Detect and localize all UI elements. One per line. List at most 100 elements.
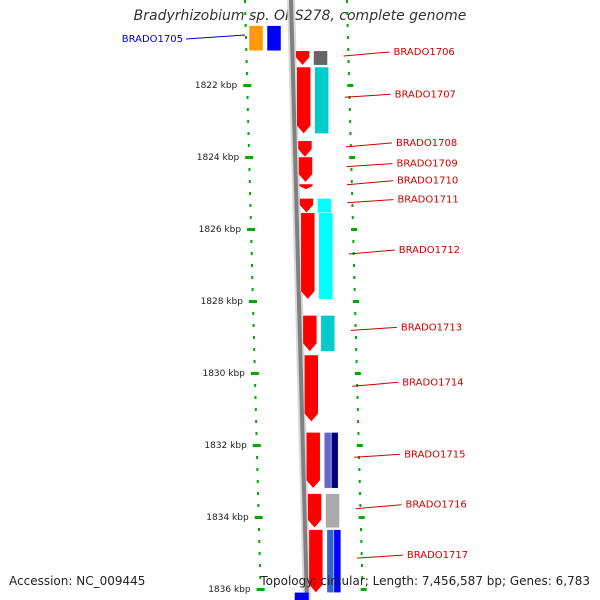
cog-box: [330, 432, 339, 489]
scale-tick: [256, 588, 265, 591]
right-dotted-track: [360, 552, 363, 555]
left-dotted-track: [247, 144, 250, 147]
gene-arrow[interactable]: [308, 529, 324, 593]
right-dotted-track: [346, 12, 349, 15]
gene-arrow[interactable]: [296, 66, 311, 134]
gene-label[interactable]: BRADO1716: [406, 500, 467, 511]
right-dotted-track: [349, 120, 352, 123]
right-dotted-track: [354, 324, 357, 327]
reverse-cds[interactable]: [248, 25, 264, 52]
gene-label[interactable]: BRADO1715: [404, 449, 465, 460]
gene-arrow[interactable]: [299, 198, 314, 214]
gene-label[interactable]: BRADO1712: [399, 245, 460, 256]
accession-label: Accession: NC_009445: [9, 574, 146, 588]
right-dotted-track: [359, 528, 362, 531]
left-dotted-track: [249, 204, 252, 207]
reverse-cds[interactable]: [294, 592, 309, 600]
left-dotted-track: [251, 276, 254, 279]
scale-label: 1826 kbp: [199, 225, 242, 235]
scale-label: 1828 kbp: [201, 297, 244, 307]
right-dotted-track: [356, 396, 359, 399]
scale-tick-right: [360, 588, 367, 591]
right-dotted-track: [353, 288, 356, 291]
cog-box: [313, 50, 328, 66]
right-dotted-track: [351, 204, 354, 207]
gene-arrow[interactable]: [298, 183, 314, 190]
left-dotted-track: [255, 432, 258, 435]
label-leader: [352, 381, 399, 387]
gene-label[interactable]: BRADO1713: [401, 322, 462, 333]
left-dotted-track: [244, 0, 246, 3]
right-dotted-track: [358, 480, 361, 483]
label-leader: [354, 453, 401, 458]
right-dotted-track: [352, 264, 355, 267]
gene-arrow[interactable]: [305, 432, 321, 489]
left-dotted-track: [253, 348, 256, 351]
scale-label: 1830 kbp: [202, 369, 245, 379]
left-dotted-track: [244, 24, 247, 27]
right-dotted-track: [354, 336, 357, 339]
genome-summary: Topology: circular; Length: 7,456,587 bp…: [260, 574, 590, 588]
gene-label[interactable]: BRADO1709: [396, 159, 457, 170]
cog-box: [323, 432, 332, 489]
right-dotted-track: [347, 60, 350, 63]
gene-arrow[interactable]: [295, 50, 310, 66]
gene-label[interactable]: BRADO1717: [407, 550, 468, 561]
right-dotted-track: [358, 456, 361, 459]
label-leader: [345, 142, 392, 148]
left-dotted-track: [254, 384, 257, 387]
genome-backbone: [289, 0, 309, 600]
scale-label: 1822 kbp: [195, 81, 238, 91]
left-dotted-track: [252, 324, 255, 327]
gene-label[interactable]: BRADO1706: [394, 47, 455, 58]
label-leader: [348, 249, 395, 255]
left-dotted-track: [254, 396, 257, 399]
label-leader: [350, 326, 397, 331]
gene-arrow[interactable]: [297, 140, 313, 158]
right-dotted-track: [355, 348, 358, 351]
right-dotted-track: [359, 492, 362, 495]
right-dotted-track: [346, 36, 349, 39]
gene-label-selected[interactable]: BRADO1705: [122, 34, 183, 45]
left-dotted-track: [255, 420, 258, 423]
label-leader: [355, 504, 402, 510]
gene-arrow[interactable]: [304, 354, 319, 422]
right-dotted-track: [347, 48, 350, 51]
label-leader: [185, 34, 245, 40]
right-dotted-track: [350, 180, 353, 183]
left-dotted-track: [252, 312, 255, 315]
gene-label[interactable]: BRADO1708: [396, 138, 457, 149]
gene-label[interactable]: BRADO1711: [397, 195, 458, 206]
right-dotted-track: [351, 192, 354, 195]
scale-tick: [247, 228, 256, 231]
scale-tick: [252, 444, 261, 447]
left-dotted-track: [246, 108, 249, 111]
left-dotted-track: [248, 180, 251, 183]
right-dotted-track: [359, 504, 362, 507]
left-dotted-track: [251, 288, 254, 291]
gene-arrow[interactable]: [300, 212, 316, 300]
scale-label: 1832 kbp: [204, 441, 247, 451]
scale-tick: [245, 156, 254, 159]
left-dotted-track: [247, 132, 250, 135]
gene-label[interactable]: BRADO1714: [402, 377, 463, 388]
reverse-cds[interactable]: [266, 25, 282, 52]
gene-arrow[interactable]: [302, 315, 318, 352]
scale-tick: [243, 84, 252, 87]
scale-tick-right: [351, 228, 358, 231]
gene-arrow[interactable]: [298, 156, 313, 183]
left-dotted-track: [245, 48, 248, 51]
gene-arrow[interactable]: [307, 493, 322, 529]
gene-label[interactable]: BRADO1710: [397, 176, 458, 187]
right-dotted-track: [361, 576, 364, 579]
scale-label: 1824 kbp: [197, 153, 240, 163]
left-dotted-track: [247, 120, 250, 123]
left-dotted-track: [258, 540, 261, 543]
left-dotted-track: [256, 480, 259, 483]
scale-tick-right: [349, 156, 356, 159]
right-dotted-track: [354, 312, 357, 315]
gene-label[interactable]: BRADO1707: [395, 89, 456, 100]
label-leader: [347, 199, 394, 204]
